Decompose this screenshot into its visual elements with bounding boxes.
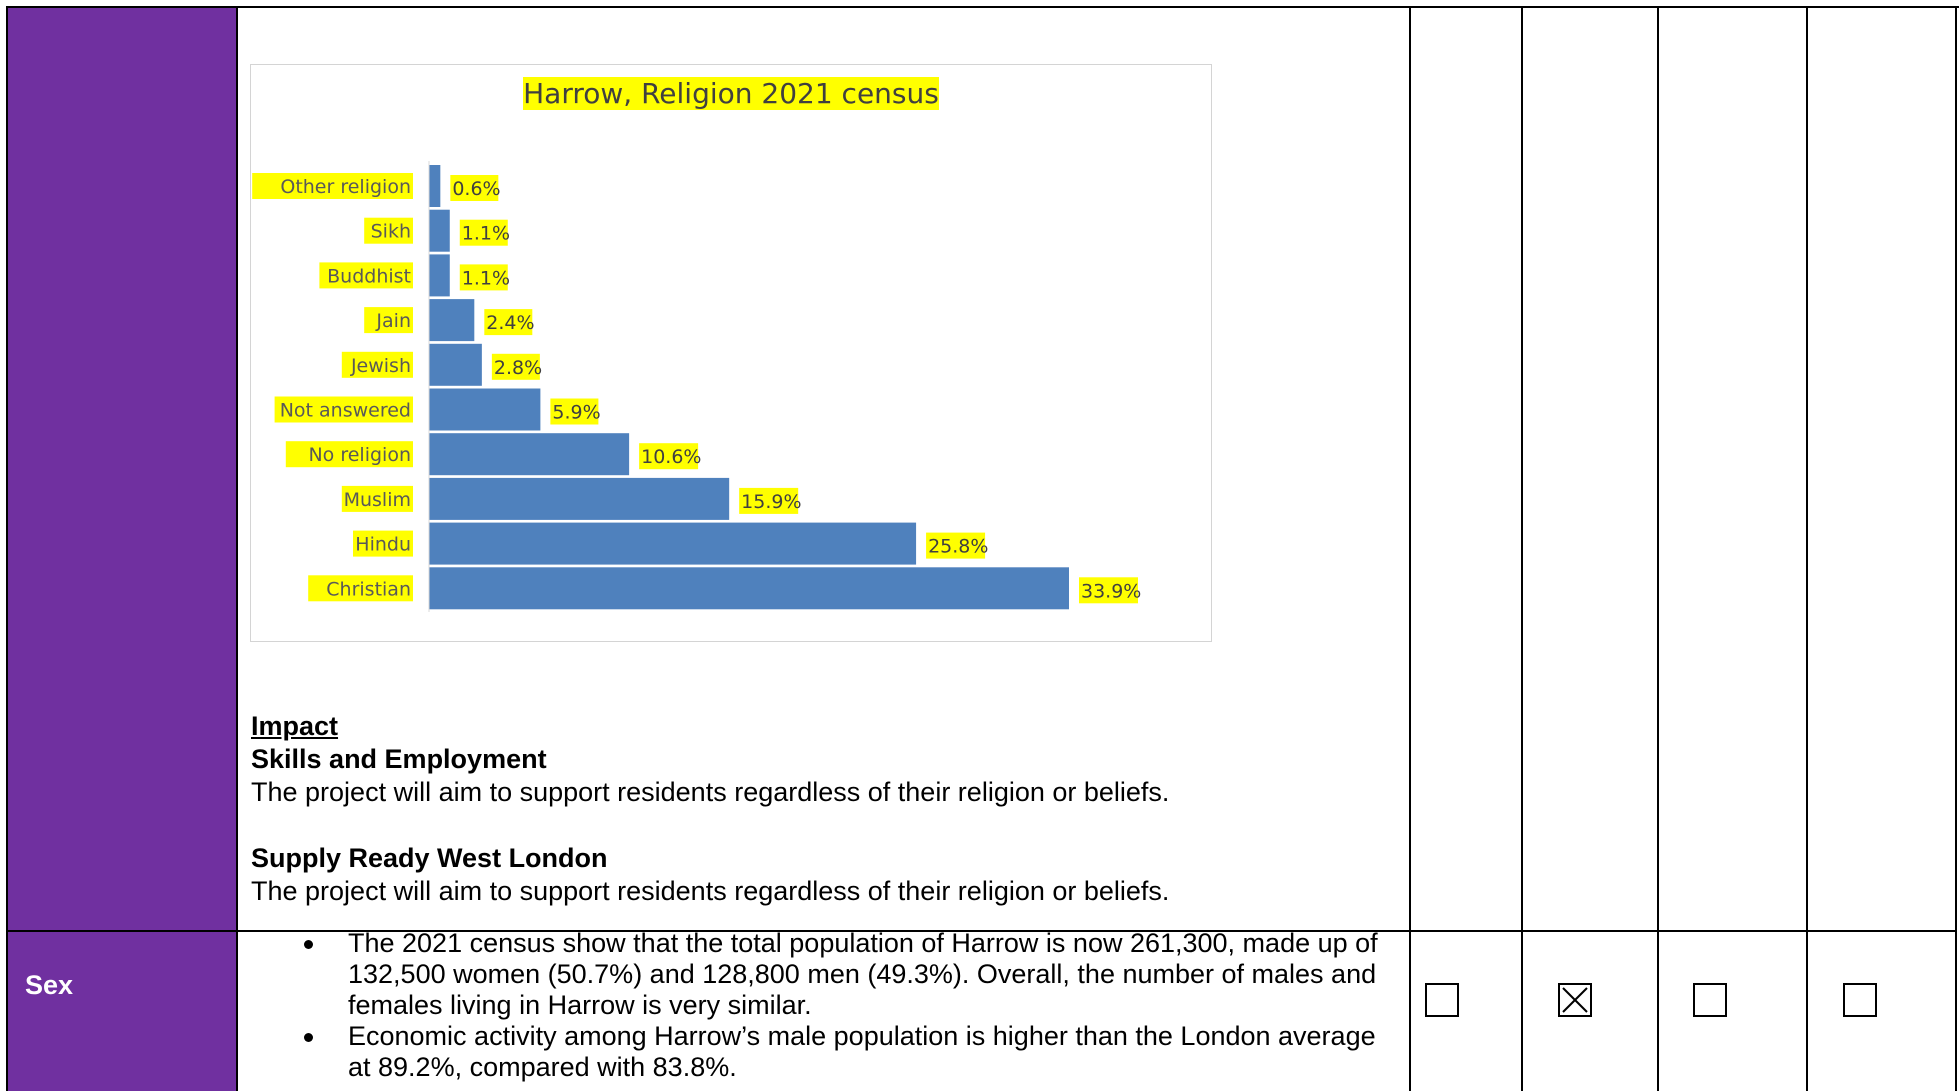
table-border-right xyxy=(1955,6,1957,1091)
table-divider-col2 xyxy=(1521,6,1523,1091)
value-label: 15.9% xyxy=(741,491,801,513)
sex-bullets: The 2021 census show that the total popu… xyxy=(250,928,1400,1083)
table-divider-col4 xyxy=(1806,6,1808,1091)
row-label-cell-sex: Sex xyxy=(8,932,237,1091)
category-label: Buddhist xyxy=(327,265,411,287)
category-label-highlight xyxy=(308,575,413,602)
chart-plot: Other religion 0.6% Sikh 1.1% Buddhist 1.1% Ja… xyxy=(252,161,1141,612)
value-label: 1.1% xyxy=(462,223,510,245)
bullet-dot xyxy=(304,1033,313,1042)
impact-heading: Impact xyxy=(251,711,339,741)
bar-no-religion xyxy=(429,433,630,476)
bullet-dot xyxy=(304,940,313,949)
row-label-cell-religion xyxy=(8,8,237,930)
value-label: 2.8% xyxy=(494,357,542,379)
table-border-top xyxy=(8,6,1959,8)
chart-title: Harrow, Religion 2021 census xyxy=(251,77,1211,110)
category-label-highlight xyxy=(341,485,413,512)
table-divider-col1 xyxy=(1409,6,1411,1091)
value-label-highlight xyxy=(639,443,699,470)
checkbox-col4[interactable] xyxy=(1843,983,1877,1017)
bar-muslim xyxy=(429,477,730,520)
value-label: 33.9% xyxy=(1081,580,1141,602)
table-divider-col3 xyxy=(1657,6,1659,1091)
religion-chart: Harrow, Religion 2021 census Other relig… xyxy=(250,64,1212,642)
category-label-highlight xyxy=(252,173,413,199)
bar-other-religion xyxy=(429,165,441,207)
value-label-highlight xyxy=(1079,577,1138,604)
bullet-text: The 2021 census show that the total popu… xyxy=(348,928,1378,1020)
bar-jain xyxy=(429,299,475,342)
value-label: 25.8% xyxy=(928,536,988,558)
value-label-highlight xyxy=(450,175,499,201)
value-label-highlight xyxy=(491,353,540,380)
chart-title-text: Harrow, Religion 2021 census xyxy=(523,77,939,110)
bar-hindu xyxy=(429,522,917,565)
category-label: Sikh xyxy=(371,221,411,243)
category-label-highlight xyxy=(364,307,413,334)
value-label: 1.1% xyxy=(462,267,510,289)
value-label-highlight xyxy=(550,398,599,425)
category-label: Muslim xyxy=(344,489,411,511)
value-label-highlight xyxy=(739,487,799,514)
bar-not-answered xyxy=(429,388,541,431)
supply-text: The project will aim to support resident… xyxy=(251,876,1170,906)
row-label-sex: Sex xyxy=(25,970,74,1000)
impact-section: Impact Skills and Employment The project… xyxy=(251,710,1401,908)
category-label: Hindu xyxy=(355,534,411,556)
bar-buddhist xyxy=(429,254,450,297)
category-label-highlight xyxy=(319,262,413,289)
category-label-highlight xyxy=(285,441,413,468)
checkbox-col1[interactable] xyxy=(1425,983,1459,1017)
value-label: 2.4% xyxy=(486,312,534,334)
bar-jewish xyxy=(429,343,482,386)
category-label: Not answered xyxy=(280,400,411,422)
category-label: Jain xyxy=(375,310,411,332)
category-label: Christian xyxy=(326,578,411,600)
checkbox-col3[interactable] xyxy=(1693,983,1727,1017)
skills-title: Skills and Employment xyxy=(251,744,547,774)
category-label-highlight xyxy=(341,351,413,378)
list-item: Economic activity among Harrow’s male po… xyxy=(250,1021,1400,1083)
value-label: 0.6% xyxy=(452,178,500,200)
category-label: No religion xyxy=(308,444,411,466)
category-label: Jewish xyxy=(350,355,411,377)
value-label: 5.9% xyxy=(552,402,600,424)
table-divider-label xyxy=(236,6,238,1091)
checkbox-col2[interactable] xyxy=(1558,983,1592,1017)
list-item: The 2021 census show that the total popu… xyxy=(250,928,1400,1021)
bullet-text: Economic activity among Harrow’s male po… xyxy=(348,1021,1376,1082)
bar-christian xyxy=(429,567,1069,610)
table-border-left xyxy=(6,6,8,1091)
table-row-divider xyxy=(6,930,1957,932)
skills-text: The project will aim to support resident… xyxy=(251,777,1170,807)
category-label: Other religion xyxy=(280,176,411,198)
category-label-highlight xyxy=(274,396,413,423)
category-label-highlight xyxy=(364,217,413,244)
supply-title: Supply Ready West London xyxy=(251,843,608,873)
category-label-highlight xyxy=(353,530,413,557)
value-label-highlight xyxy=(459,264,508,291)
checkbox-x-mark xyxy=(1562,987,1588,1013)
bar-sikh xyxy=(429,209,450,252)
value-label: 10.6% xyxy=(641,446,701,468)
value-label-highlight xyxy=(484,309,533,336)
value-label-highlight xyxy=(926,532,986,559)
value-label-highlight xyxy=(459,219,508,246)
